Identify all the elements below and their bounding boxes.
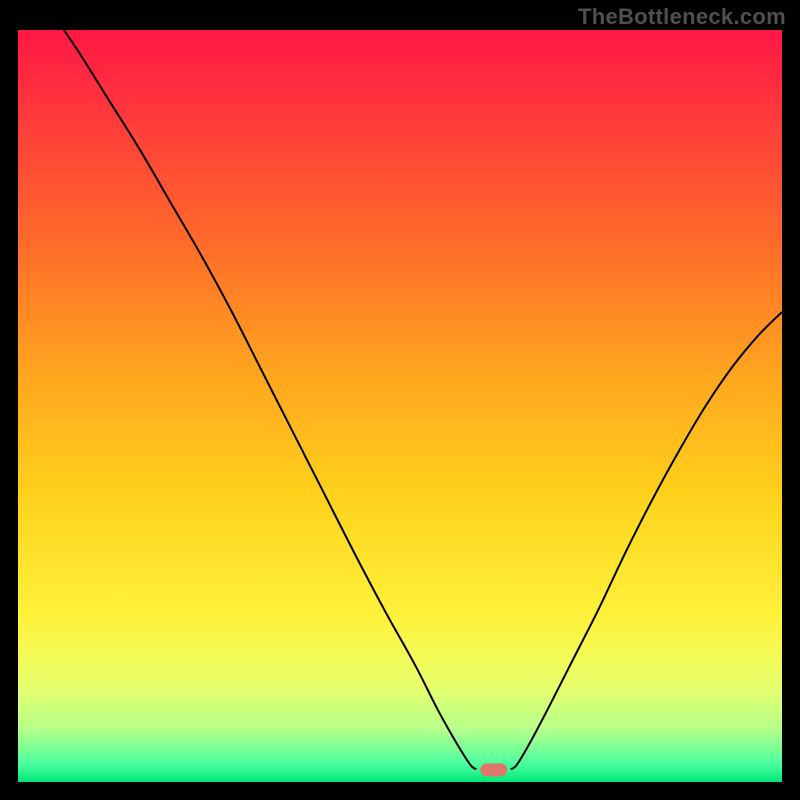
watermark: TheBottleneck.com	[578, 4, 786, 30]
plot-svg	[18, 30, 782, 782]
plot-background	[18, 30, 782, 782]
current-value-marker	[480, 763, 508, 776]
bottleneck-plot	[18, 30, 782, 782]
chart-frame: TheBottleneck.com	[0, 0, 800, 800]
